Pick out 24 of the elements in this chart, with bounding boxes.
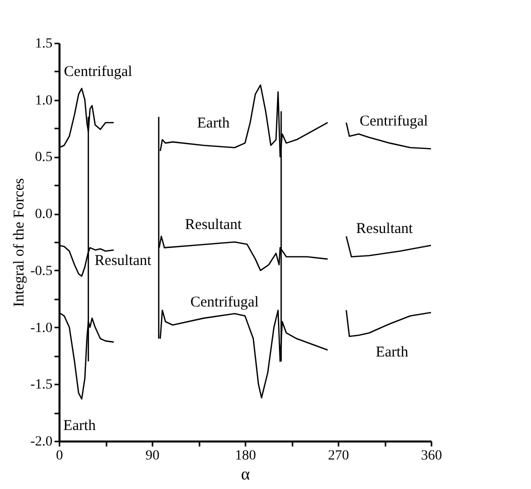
annotation: Centrifugal <box>64 64 132 80</box>
y-tick-label: 1.0 <box>35 93 52 108</box>
annotation: Resultant <box>185 217 243 234</box>
y-tick-label: 1.5 <box>35 36 52 52</box>
annotation: Centrifugal <box>190 294 259 311</box>
y-tick-label: -0.5 <box>30 264 52 279</box>
y-tick-label: -1.5 <box>30 378 52 393</box>
y-axis-title: Integral of the Forces <box>11 178 28 307</box>
x-tick-label: 90 <box>146 448 160 464</box>
x-tick-label: 0 <box>56 448 63 464</box>
x-tick-label: 360 <box>421 448 442 464</box>
x-tick-label: 270 <box>328 448 349 464</box>
annotation: Earth <box>197 116 230 132</box>
x-tick-label: 180 <box>235 448 256 464</box>
annotation: Resultant <box>356 221 414 238</box>
annotation: Earth <box>376 344 409 360</box>
y-tick-label: -2.0 <box>30 434 52 450</box>
annotation: Earth <box>63 418 96 434</box>
y-tick-label: -1.0 <box>30 320 52 336</box>
annotation: Resultant <box>94 252 152 269</box>
y-tick-label: 0.5 <box>35 150 52 166</box>
annotation: Centrifugal <box>360 114 428 130</box>
x-axis-title: α <box>241 464 250 484</box>
y-tick-label: 0.0 <box>35 207 52 222</box>
